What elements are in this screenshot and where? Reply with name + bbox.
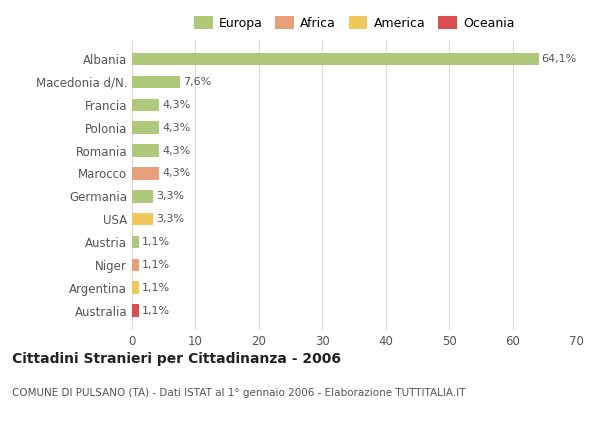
Text: 4,3%: 4,3% — [163, 123, 191, 132]
Bar — [132, 76, 180, 88]
Bar — [132, 121, 159, 134]
Text: 4,3%: 4,3% — [163, 169, 191, 178]
Text: 4,3%: 4,3% — [163, 100, 191, 110]
Legend: Europa, Africa, America, Oceania: Europa, Africa, America, Oceania — [190, 12, 518, 33]
Bar — [132, 190, 153, 202]
Text: 1,1%: 1,1% — [142, 260, 170, 270]
Text: 1,1%: 1,1% — [142, 237, 170, 247]
Text: 4,3%: 4,3% — [163, 146, 191, 155]
Text: 3,3%: 3,3% — [156, 214, 184, 224]
Bar — [132, 213, 153, 225]
Bar — [132, 259, 139, 271]
Bar — [132, 167, 159, 180]
Text: 7,6%: 7,6% — [184, 77, 212, 87]
Text: 3,3%: 3,3% — [156, 191, 184, 201]
Text: 1,1%: 1,1% — [142, 282, 170, 293]
Bar — [132, 281, 139, 294]
Text: 1,1%: 1,1% — [142, 305, 170, 315]
Bar — [132, 53, 539, 66]
Text: Cittadini Stranieri per Cittadinanza - 2006: Cittadini Stranieri per Cittadinanza - 2… — [12, 352, 341, 366]
Bar — [132, 304, 139, 317]
Text: 64,1%: 64,1% — [542, 54, 577, 64]
Bar — [132, 236, 139, 248]
Bar — [132, 144, 159, 157]
Bar — [132, 99, 159, 111]
Text: COMUNE DI PULSANO (TA) - Dati ISTAT al 1° gennaio 2006 - Elaborazione TUTTITALIA: COMUNE DI PULSANO (TA) - Dati ISTAT al 1… — [12, 388, 466, 398]
